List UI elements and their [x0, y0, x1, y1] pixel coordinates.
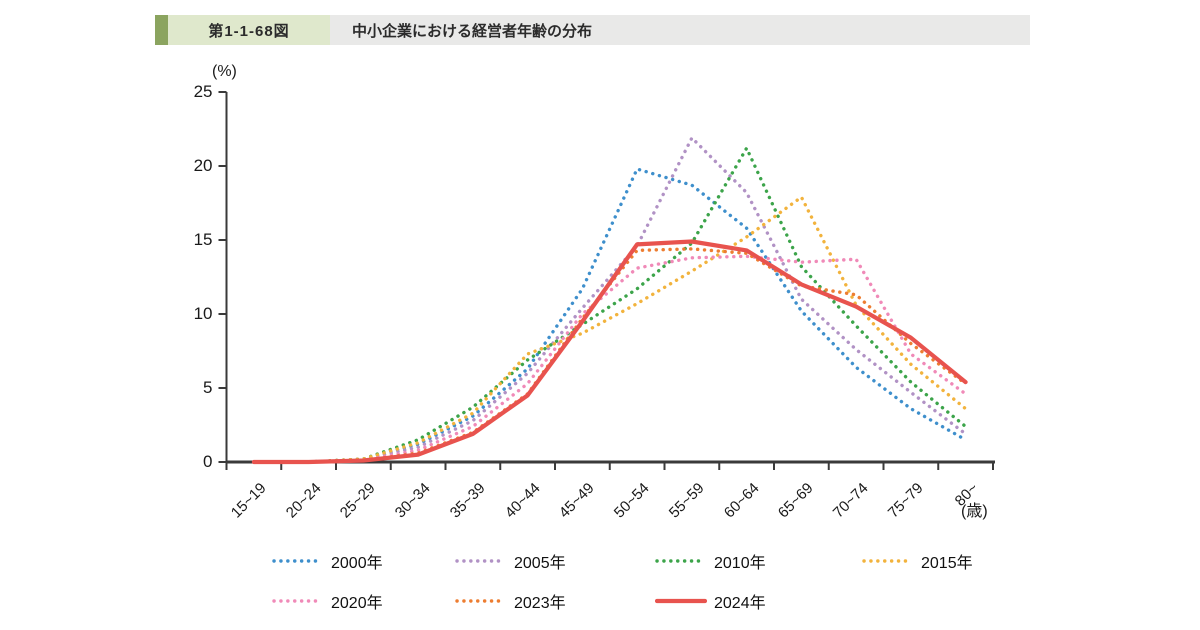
series-line-2015 — [252, 195, 968, 464]
y-tick-label: 0 — [203, 452, 213, 471]
series-line-2000 — [252, 167, 968, 464]
legend-label: 2015年 — [921, 555, 973, 572]
y-tick-label: 5 — [203, 378, 213, 397]
y-tick-label: 20 — [193, 156, 213, 175]
legend-swatch — [455, 559, 507, 563]
series-line-2010 — [252, 146, 968, 464]
figure-number-label: 第1-1-68図 — [168, 15, 330, 45]
legend-item-2023: 2023年 — [455, 590, 566, 612]
legend-item-2010: 2010年 — [655, 550, 766, 572]
legend-label: 2005年 — [514, 555, 566, 572]
legend-swatch — [272, 559, 324, 563]
y-tick-label: 25 — [193, 82, 213, 101]
figure-header: 第1-1-68図 中小企業における経営者年齢の分布 — [155, 15, 1030, 45]
legend-label: 2023年 — [514, 595, 566, 612]
legend-label: 2000年 — [331, 555, 383, 572]
legend-label: 2020年 — [331, 595, 383, 612]
x-axis-unit-label: (歳) — [961, 503, 988, 520]
legend-item-2000: 2000年 — [272, 550, 383, 572]
series-line-2024 — [251, 239, 968, 465]
figure-title: 中小企業における経営者年齢の分布 — [330, 15, 1030, 45]
legend-label: 2024年 — [714, 595, 766, 612]
legend-label: 2010年 — [714, 555, 766, 572]
legend-item-2005: 2005年 — [455, 550, 566, 572]
legend-swatch — [655, 559, 707, 563]
legend-item-2015: 2015年 — [862, 550, 973, 572]
header-accent-bar — [155, 15, 168, 45]
legend-swatch — [272, 599, 324, 603]
chart-legend: 2000年 2005年 2010年 2015年 2020年 2023年 2024年 — [272, 550, 1012, 620]
y-axis-unit-label: (%) — [212, 63, 237, 80]
y-tick-label: 10 — [193, 304, 213, 323]
legend-item-2020: 2020年 — [272, 590, 383, 612]
legend-swatch — [655, 598, 707, 604]
legend-swatch — [455, 599, 507, 603]
series-line-2020 — [252, 254, 968, 464]
legend-swatch — [862, 559, 914, 563]
legend-item-2024: 2024年 — [655, 590, 766, 612]
series-line-2005 — [252, 136, 968, 464]
y-tick-label: 15 — [193, 230, 213, 249]
